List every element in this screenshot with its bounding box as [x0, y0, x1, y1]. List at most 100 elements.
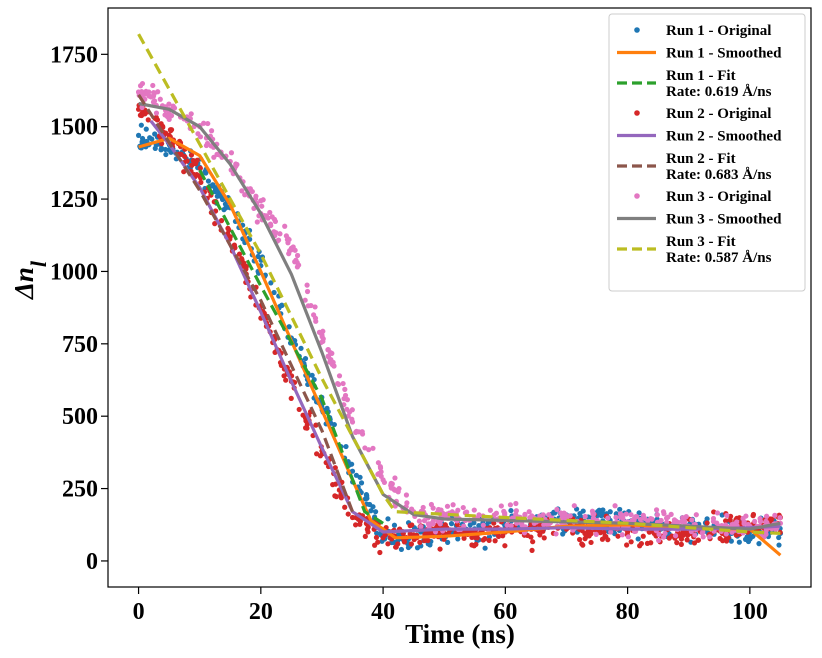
series-6-sample-182	[743, 513, 749, 519]
series-3-sample-318	[640, 533, 646, 539]
series-0-sample-300	[391, 522, 398, 528]
series-6-sample-70	[777, 515, 783, 521]
series-3-sample-266	[492, 538, 498, 544]
series-6-sample-286	[682, 518, 688, 524]
series-6-sample-322	[267, 221, 274, 227]
legend-marker-0	[634, 27, 640, 33]
y-axis-label-subscript: l	[26, 260, 51, 267]
series-6-sample-113	[734, 519, 740, 525]
series-0-sample-374	[368, 508, 374, 514]
series-6-sample-192	[277, 231, 283, 237]
series-6-sample-29	[471, 507, 477, 513]
series-6-sample-205	[318, 330, 324, 336]
series-0-sample-212	[309, 372, 315, 378]
series-3-sample-478	[422, 537, 428, 544]
x-axis: 0 20 40 60 80 100	[133, 587, 768, 625]
series-6-sample-490	[325, 347, 331, 353]
series-6-sample-438	[330, 359, 336, 366]
series-0-sample-293	[636, 510, 642, 516]
series-6-sample-431	[286, 236, 292, 243]
series-0-sample-297	[776, 542, 782, 548]
series-6-sample-408	[286, 251, 292, 257]
series-0-sample-274	[271, 289, 277, 296]
series-6-sample-415	[660, 534, 667, 540]
series-6-sample-274	[605, 515, 611, 521]
series-3-sample-417	[362, 533, 368, 540]
series-3-sample-75	[482, 536, 488, 542]
series-3-sample-416	[529, 547, 535, 553]
series-6-sample-21	[362, 445, 368, 451]
series-3-sample-218	[385, 541, 391, 547]
series-3-sample-495	[296, 406, 302, 413]
legend-label-1: Run 1 - Smoothed	[666, 46, 782, 62]
series-0-sample-164	[482, 545, 488, 551]
series-6-sample-229	[349, 407, 355, 413]
series-3-sample-392	[722, 518, 729, 524]
series-6-sample-155	[375, 460, 381, 466]
series-3-sample-477	[395, 541, 401, 547]
series-3-sample-514	[474, 535, 480, 541]
series-6-sample-482	[562, 511, 568, 517]
series-0-sample-216	[414, 545, 421, 551]
x-tick-label-4: 80	[616, 599, 640, 625]
series-6-sample-175	[421, 518, 428, 524]
series-3-sample-152	[168, 127, 175, 133]
x-axis-label: Time (ns)	[405, 619, 515, 649]
series-3-sample-460	[471, 543, 477, 549]
series-6-sample-253	[763, 518, 769, 524]
series-6-sample-276	[700, 534, 706, 540]
series-3-sample-302	[502, 543, 508, 549]
series-6-sample-156	[487, 507, 493, 513]
series-3-sample-447	[491, 520, 497, 526]
series-6-sample-430	[757, 516, 763, 522]
x-tick-label-5: 100	[732, 599, 768, 625]
series-3-sample-369	[469, 534, 475, 540]
series-6-sample-401	[171, 105, 178, 111]
series-6-sample-388	[706, 534, 713, 540]
series-3-sample-342	[441, 536, 447, 542]
series-3-sample-486	[720, 538, 726, 544]
series-8	[137, 33, 781, 535]
series-6-sample-67	[336, 373, 343, 379]
series-3-sample-206	[342, 504, 348, 510]
series-2	[198, 169, 384, 525]
series-3-sample-476	[750, 513, 756, 519]
series-6-sample-288	[273, 230, 279, 236]
series-6-sample-424	[370, 445, 376, 451]
series-6-sample-242	[668, 511, 674, 517]
series-6-sample-370	[408, 506, 415, 512]
series-3-sample-497	[677, 532, 683, 538]
series-6-sample-399	[188, 111, 194, 117]
series-6-sample-107	[359, 431, 366, 437]
series-6-sample-469	[540, 512, 546, 518]
series-3-sample-344	[236, 251, 243, 257]
series-6-sample-126	[772, 512, 778, 518]
series-3-sample-440	[182, 153, 188, 160]
series-3-sample-446	[576, 536, 583, 543]
series-6-sample-237	[205, 120, 211, 127]
series-0-sample-370	[750, 533, 756, 540]
series-6-sample-76	[608, 529, 614, 535]
series-3-sample-370	[218, 218, 225, 224]
legend-marker-3	[634, 110, 640, 116]
legend-label-6: Run 3 - Original	[666, 189, 771, 205]
series-6-sample-448	[325, 353, 331, 359]
y-tick-label-5: 1250	[50, 187, 98, 213]
series-6-sample-481	[427, 521, 434, 527]
series-3-sample-291	[417, 539, 423, 545]
series-3-sample-48	[541, 535, 547, 541]
series-6-sample-510	[254, 219, 260, 225]
series-6-sample-202	[416, 518, 423, 524]
series-3-sample-64	[674, 540, 680, 546]
series-6-sample-22	[612, 503, 618, 509]
series-6-sample-26	[507, 502, 514, 508]
legend-handle-3	[634, 110, 640, 116]
series-3-sample-315	[373, 534, 380, 541]
series-6-sample-478	[480, 522, 486, 528]
series-6-sample-497	[392, 475, 398, 481]
series-0-sample-62	[385, 516, 391, 522]
series-5-line	[137, 94, 354, 513]
series-0-sample-42	[286, 324, 292, 330]
series-6-sample-472	[201, 120, 207, 126]
